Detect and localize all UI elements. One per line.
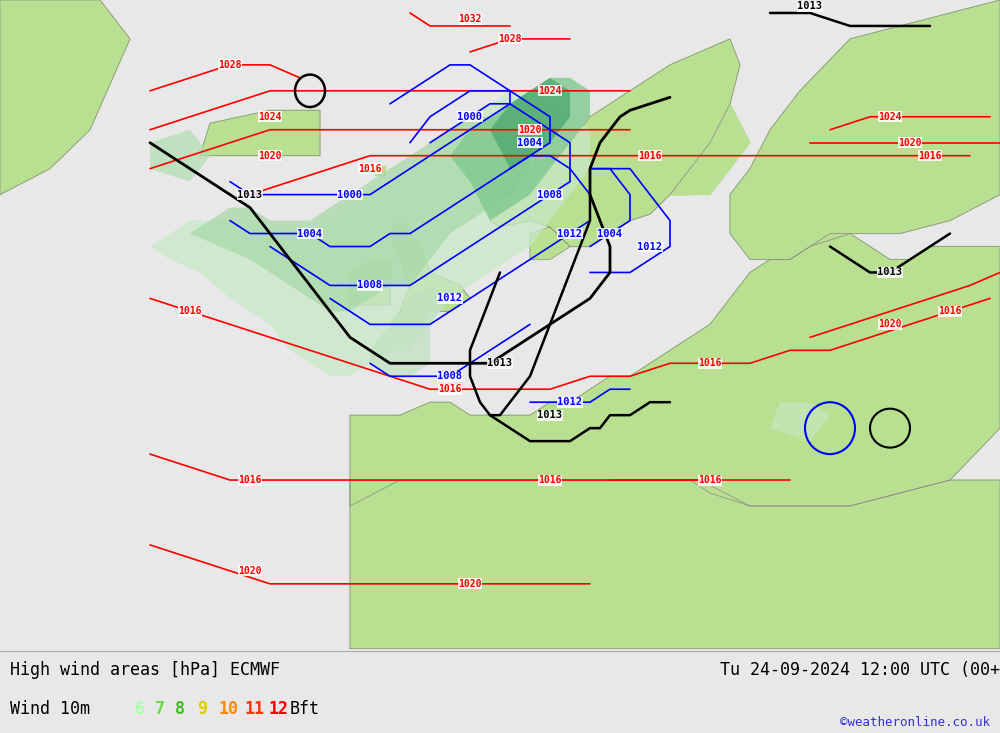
- Text: 1032: 1032: [458, 15, 482, 24]
- Text: 1024: 1024: [258, 111, 282, 122]
- Text: 11: 11: [245, 701, 265, 718]
- Text: 1013: 1013: [538, 410, 562, 420]
- Polygon shape: [150, 91, 590, 376]
- Text: 1020: 1020: [518, 125, 542, 135]
- Polygon shape: [450, 78, 590, 221]
- Polygon shape: [350, 234, 1000, 506]
- Text: 1016: 1016: [178, 306, 202, 317]
- Text: 1016: 1016: [938, 306, 962, 317]
- Text: 1013: 1013: [488, 358, 512, 368]
- Text: Tu 24-09-2024 12:00 UTC (00+60): Tu 24-09-2024 12:00 UTC (00+60): [720, 660, 1000, 679]
- Text: 1016: 1016: [698, 358, 722, 368]
- Text: 12: 12: [268, 701, 288, 718]
- Text: Bft: Bft: [290, 701, 320, 718]
- Polygon shape: [150, 130, 210, 182]
- Text: 1020: 1020: [898, 138, 922, 148]
- Text: Wind 10m: Wind 10m: [10, 701, 90, 718]
- Polygon shape: [370, 285, 450, 376]
- Text: 10: 10: [218, 701, 238, 718]
- Polygon shape: [490, 39, 740, 246]
- Text: 1008: 1008: [538, 190, 562, 199]
- Text: 1020: 1020: [238, 566, 262, 576]
- Text: 7: 7: [155, 701, 165, 718]
- Polygon shape: [390, 221, 470, 324]
- Text: 1013: 1013: [238, 190, 262, 199]
- Polygon shape: [710, 428, 870, 506]
- Text: 1013: 1013: [798, 1, 822, 12]
- Text: 1024: 1024: [878, 111, 902, 122]
- Text: 1028: 1028: [218, 60, 242, 70]
- Text: 1024: 1024: [538, 86, 562, 96]
- Polygon shape: [190, 117, 530, 312]
- Text: 1008: 1008: [438, 371, 462, 381]
- Text: 1016: 1016: [638, 151, 662, 161]
- Text: 1013: 1013: [878, 268, 902, 278]
- Text: 1020: 1020: [458, 579, 482, 589]
- Polygon shape: [570, 194, 690, 246]
- Text: 1012: 1012: [558, 397, 582, 408]
- Text: ©weatheronline.co.uk: ©weatheronline.co.uk: [840, 716, 990, 729]
- Text: 1016: 1016: [538, 475, 562, 485]
- Text: 1020: 1020: [258, 151, 282, 161]
- Text: 8: 8: [175, 701, 185, 718]
- Text: 1004: 1004: [298, 229, 322, 238]
- Polygon shape: [350, 259, 390, 305]
- Polygon shape: [490, 78, 570, 169]
- Text: 1000: 1000: [458, 111, 482, 122]
- Polygon shape: [670, 104, 750, 194]
- Polygon shape: [200, 110, 320, 155]
- Text: 1016: 1016: [438, 384, 462, 394]
- Polygon shape: [530, 227, 570, 259]
- Polygon shape: [375, 166, 385, 175]
- Polygon shape: [770, 402, 830, 441]
- Text: 1012: 1012: [438, 293, 462, 303]
- Text: 1016: 1016: [238, 475, 262, 485]
- Text: 1016: 1016: [358, 163, 382, 174]
- Text: 1012: 1012: [558, 229, 582, 238]
- Text: 6: 6: [135, 701, 145, 718]
- Text: 1008: 1008: [358, 281, 382, 290]
- Text: High wind areas [hPa] ECMWF: High wind areas [hPa] ECMWF: [10, 660, 280, 679]
- Text: 1012: 1012: [638, 241, 662, 251]
- Polygon shape: [0, 0, 130, 194]
- Text: 1028: 1028: [498, 34, 522, 44]
- Text: 1000: 1000: [338, 190, 362, 199]
- Text: 1016: 1016: [918, 151, 942, 161]
- Text: 1004: 1004: [518, 138, 542, 148]
- Text: 1020: 1020: [878, 320, 902, 329]
- Text: 9: 9: [197, 701, 207, 718]
- Text: 1016: 1016: [698, 475, 722, 485]
- Polygon shape: [730, 0, 1000, 259]
- Text: 1004: 1004: [598, 229, 622, 238]
- Polygon shape: [350, 480, 1000, 649]
